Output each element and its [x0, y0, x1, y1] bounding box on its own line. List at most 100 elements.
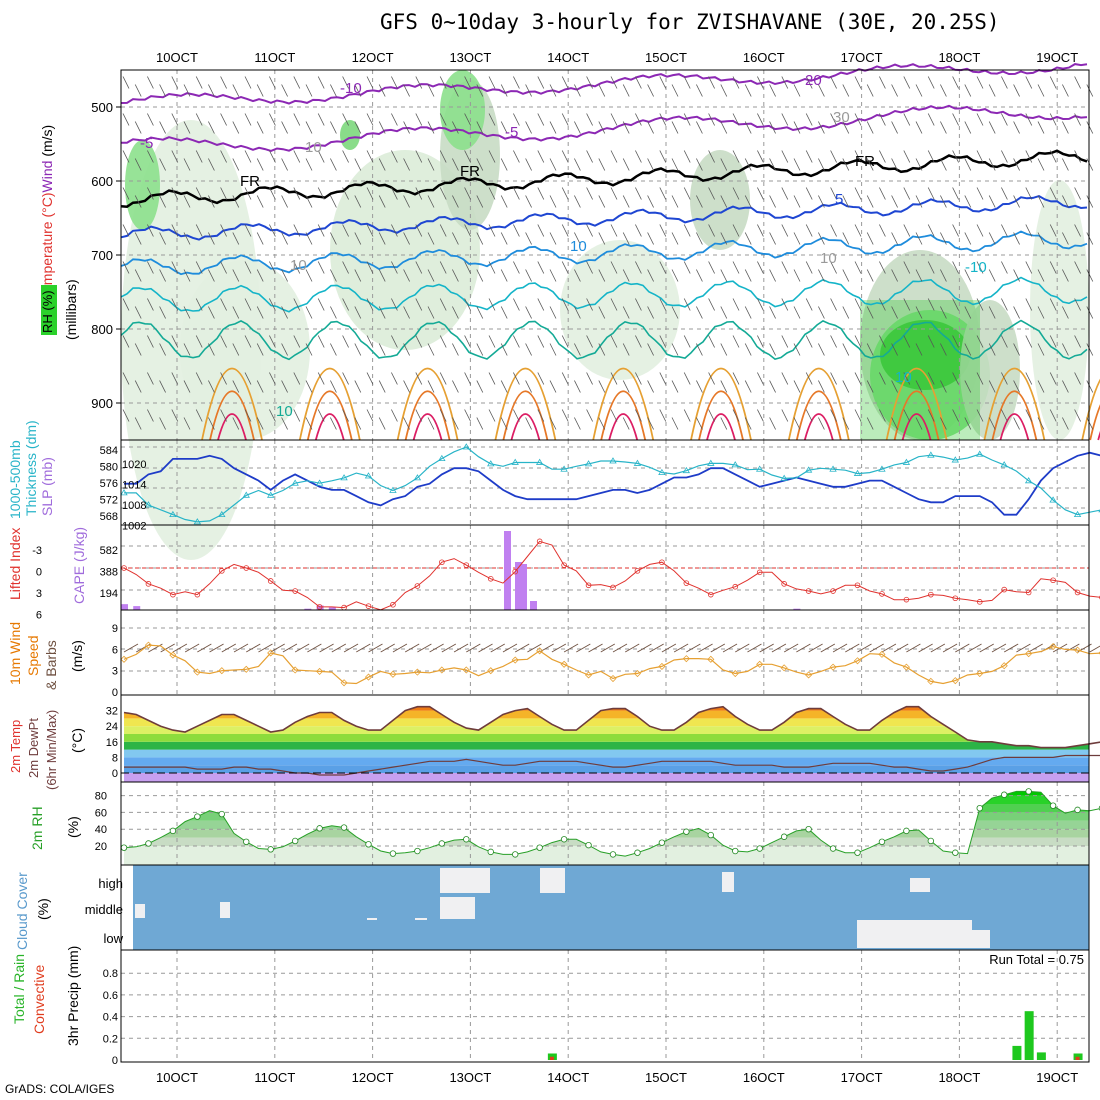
- wind-barb: [500, 121, 508, 134]
- wind-barb: [525, 380, 532, 393]
- wind-barb: [366, 372, 374, 385]
- wind-barb: [403, 343, 410, 356]
- wind-barb: [527, 643, 542, 653]
- wind-barb: [317, 187, 325, 200]
- rh-shading: [180, 260, 310, 440]
- wind-barb: [537, 150, 545, 163]
- slp-tick-label: 1008: [122, 500, 146, 512]
- wind-barb: [696, 121, 703, 134]
- temperature-contour: [120, 319, 1088, 361]
- wind-barb: [134, 84, 142, 97]
- cape-bar: [316, 605, 324, 610]
- thickness-marker: [1049, 496, 1057, 503]
- cloud-cell: [440, 868, 490, 893]
- wind-barb: [574, 380, 581, 393]
- wind-barb: [330, 306, 337, 319]
- wind-barb: [1001, 150, 1008, 163]
- wind-barb: [305, 343, 313, 356]
- lifted-index-marker: [879, 591, 885, 597]
- wind-barb: [195, 76, 203, 89]
- wind-barb: [281, 269, 288, 282]
- rh-marker: [683, 828, 690, 835]
- rh-bands: [124, 791, 1089, 865]
- wind-barb: [220, 372, 227, 385]
- wind-barb: [563, 643, 579, 653]
- thickness-marker: [266, 491, 275, 498]
- wind-barb: [147, 298, 154, 311]
- wind-barb: [952, 76, 959, 89]
- wind-barb: [537, 298, 545, 311]
- wind-barb: [171, 372, 179, 385]
- wind-marker: [805, 671, 813, 679]
- wind-barb: [147, 261, 154, 274]
- wind-barb: [500, 84, 508, 97]
- wind-barb: [160, 643, 175, 653]
- contour-label: 5: [835, 191, 843, 208]
- wind-barb: [683, 113, 691, 126]
- wind-barb: [427, 84, 435, 97]
- wind-barb: [305, 269, 313, 282]
- wind-barb: [1037, 121, 1045, 134]
- wind-barb: [635, 335, 642, 348]
- wind-barb: [441, 643, 457, 653]
- wind-barb: [879, 372, 886, 385]
- wind-barb: [1086, 380, 1094, 393]
- wind-barb: [769, 121, 776, 134]
- wind-barb: [842, 84, 850, 97]
- cape-bar: [121, 604, 128, 610]
- wind-barb: [635, 76, 642, 89]
- wind-barb: [354, 269, 362, 282]
- wind-barb: [427, 195, 435, 208]
- wind-barb: [879, 409, 886, 422]
- wind-barb: [183, 343, 191, 356]
- wind-barb: [464, 187, 471, 200]
- wind-barb: [269, 372, 276, 385]
- wind-barb: [903, 261, 911, 274]
- wind-barb: [842, 195, 850, 208]
- wind-barb: [293, 372, 301, 385]
- thickness-tick-label: 568: [100, 511, 118, 523]
- lifted-index-marker: [512, 568, 518, 575]
- temperature-contour: [217, 413, 247, 441]
- pressure-tick-label: 600: [91, 174, 113, 189]
- thickness-tick-label: 584: [100, 445, 118, 457]
- wind-barb: [710, 643, 726, 653]
- wind-barb: [476, 195, 484, 208]
- wind-barb: [147, 150, 154, 163]
- wind-barb: [647, 121, 654, 134]
- wind-barb: [659, 409, 667, 422]
- li-tick-label: 3: [36, 588, 42, 600]
- wind-barb: [720, 232, 728, 245]
- wind-barb: [708, 372, 715, 385]
- wind-barb: [891, 121, 898, 134]
- wind-barb: [232, 84, 240, 97]
- wind-barb: [513, 298, 520, 311]
- lifted-index-marker: [487, 575, 494, 582]
- contour-label: 30: [833, 109, 850, 126]
- wind-barb: [244, 298, 252, 311]
- temperature-contour: [314, 413, 345, 441]
- wind-barb: [598, 380, 606, 393]
- precip-total-bar: [1024, 1011, 1034, 1060]
- wind-barb: [757, 335, 764, 348]
- wind-barb: [488, 113, 496, 126]
- wind-barb: [354, 306, 362, 319]
- wind-barb: [317, 335, 325, 348]
- rh-marker: [536, 844, 543, 851]
- wind-barb: [854, 261, 862, 274]
- wind-barb: [122, 372, 130, 385]
- wind-barb: [610, 409, 618, 422]
- wind-barb: [159, 121, 166, 134]
- wind-barb: [439, 409, 447, 422]
- wind-ylabel: & Barbs: [43, 640, 59, 690]
- wind-barb: [991, 643, 1007, 653]
- wind-barb: [940, 84, 947, 97]
- wind-marker: [878, 650, 886, 658]
- wind-barb: [988, 232, 996, 245]
- cloud-ylabel: Cloud Cover: [14, 872, 30, 950]
- wind-barb: [282, 643, 298, 653]
- wind-barb: [452, 84, 459, 97]
- wind-barb: [342, 409, 349, 422]
- wind-barb: [610, 224, 618, 237]
- wind-barb: [1001, 76, 1008, 89]
